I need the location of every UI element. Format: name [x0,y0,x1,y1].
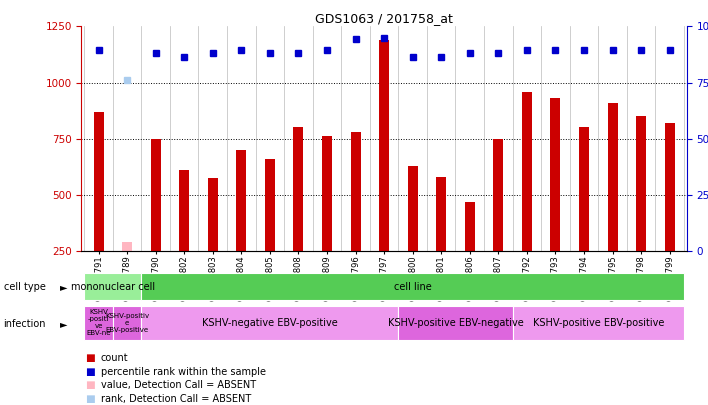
Bar [350,132,360,251]
Text: KSHV-positiv
e
EBV-positive: KSHV-positiv e EBV-positive [105,313,149,333]
Text: ■: ■ [85,354,95,363]
Bar [436,177,446,251]
Text: infection: infection [4,319,46,329]
Text: KSHV-negative EBV-positive: KSHV-negative EBV-positive [202,318,338,328]
Bar [550,98,561,251]
FancyBboxPatch shape [513,306,684,340]
Bar [236,150,246,251]
Text: KSHV-positive EBV-negative: KSHV-positive EBV-negative [387,318,523,328]
Text: percentile rank within the sample: percentile rank within the sample [101,367,266,377]
Text: mononuclear cell: mononuclear cell [71,281,155,292]
FancyBboxPatch shape [84,273,142,300]
FancyBboxPatch shape [399,306,513,340]
Bar [207,178,218,251]
Bar [464,202,475,251]
Title: GDS1063 / 201758_at: GDS1063 / 201758_at [315,12,453,25]
Bar [265,159,275,251]
FancyBboxPatch shape [84,306,113,340]
Bar [522,92,532,251]
Text: count: count [101,354,128,363]
FancyBboxPatch shape [142,273,684,300]
Bar [408,166,418,251]
Bar [493,139,503,251]
Text: cell type: cell type [4,282,45,292]
Bar [293,128,304,251]
Bar [665,123,675,251]
Text: ►: ► [59,282,67,292]
Text: ■: ■ [85,367,95,377]
Bar [122,242,132,251]
FancyBboxPatch shape [142,306,399,340]
Bar [379,40,389,251]
Bar [151,139,161,251]
FancyBboxPatch shape [113,306,142,340]
Bar [93,112,103,251]
Text: rank, Detection Call = ABSENT: rank, Detection Call = ABSENT [101,394,251,403]
Bar [179,170,189,251]
Bar [579,128,589,251]
Bar [636,116,646,251]
Text: ■: ■ [85,394,95,403]
Text: cell line: cell line [394,281,431,292]
Text: ■: ■ [85,380,95,390]
Text: ►: ► [59,319,67,329]
Bar [607,103,617,251]
Text: value, Detection Call = ABSENT: value, Detection Call = ABSENT [101,380,256,390]
Bar [322,136,332,251]
Text: KSHV
-positi
ve
EBV-ne: KSHV -positi ve EBV-ne [86,309,111,337]
Text: KSHV-positive EBV-positive: KSHV-positive EBV-positive [532,318,664,328]
